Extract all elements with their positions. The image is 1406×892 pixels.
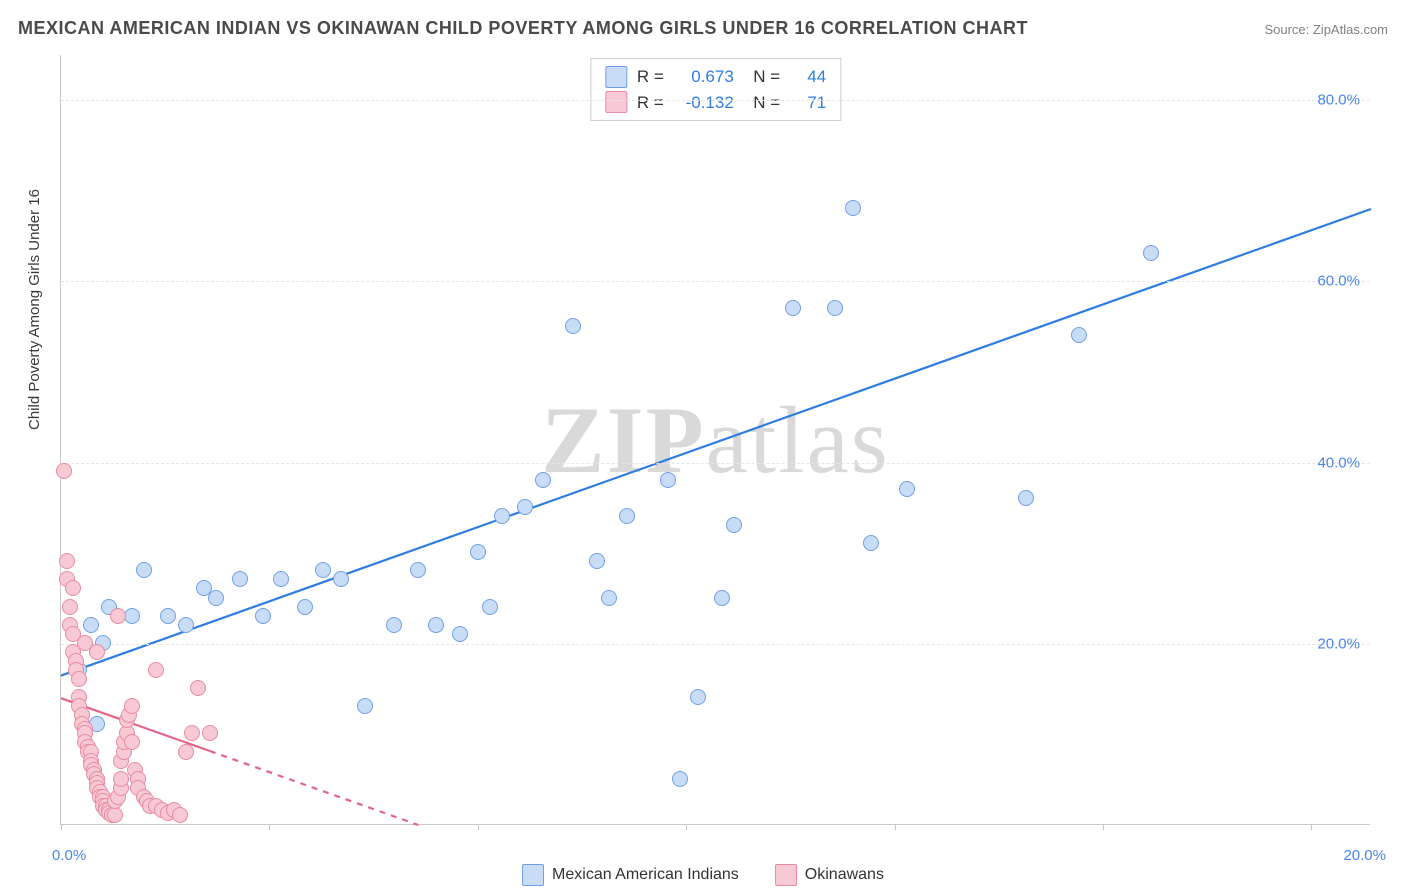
data-point <box>660 472 676 488</box>
data-point <box>178 617 194 633</box>
legend-swatch <box>605 66 627 88</box>
x-tick <box>1311 824 1312 830</box>
data-point <box>357 698 373 714</box>
legend-item: Mexican American Indians <box>522 864 739 886</box>
data-point <box>65 580 81 596</box>
data-point <box>172 807 188 823</box>
stat-n-label: N = <box>744 90 780 116</box>
data-point <box>494 508 510 524</box>
data-point <box>83 617 99 633</box>
data-point <box>452 626 468 642</box>
data-point <box>845 200 861 216</box>
x-tick <box>478 824 479 830</box>
legend-swatch <box>522 864 544 886</box>
data-point <box>124 734 140 750</box>
data-point <box>273 571 289 587</box>
data-point <box>1143 245 1159 261</box>
data-point <box>482 599 498 615</box>
data-point <box>56 463 72 479</box>
data-point <box>184 725 200 741</box>
gridline <box>61 100 1370 101</box>
data-point <box>601 590 617 606</box>
data-point <box>160 608 176 624</box>
stat-n-value: 44 <box>790 64 826 90</box>
data-point <box>113 771 129 787</box>
data-point <box>208 590 224 606</box>
data-point <box>202 725 218 741</box>
legend-item: Okinawans <box>775 864 884 886</box>
data-point <box>827 300 843 316</box>
data-point <box>619 508 635 524</box>
data-point <box>59 553 75 569</box>
y-axis-label: Child Poverty Among Girls Under 16 <box>26 189 43 430</box>
stats-row: R = -0.132 N = 71 <box>605 90 826 116</box>
title-bar: MEXICAN AMERICAN INDIAN VS OKINAWAN CHIL… <box>18 18 1388 39</box>
legend-label: Mexican American Indians <box>552 866 739 884</box>
stats-row: R = 0.673 N = 44 <box>605 64 826 90</box>
data-point <box>714 590 730 606</box>
data-point <box>785 300 801 316</box>
gridline <box>61 463 1370 464</box>
stats-box: R = 0.673 N = 44 R = -0.132 N = 71 <box>590 58 841 121</box>
stat-r-value: 0.673 <box>674 64 734 90</box>
data-point <box>672 771 688 787</box>
data-point <box>899 481 915 497</box>
data-point <box>315 562 331 578</box>
data-point <box>136 562 152 578</box>
stat-r-value: -0.132 <box>674 90 734 116</box>
data-point <box>1018 490 1034 506</box>
data-point <box>517 499 533 515</box>
data-point <box>297 599 313 615</box>
data-point <box>565 318 581 334</box>
data-point <box>1071 327 1087 343</box>
data-point <box>410 562 426 578</box>
data-point <box>124 698 140 714</box>
y-tick-label: 60.0% <box>1317 273 1360 290</box>
series-legend: Mexican American Indians Okinawans <box>522 864 884 886</box>
chart-title: MEXICAN AMERICAN INDIAN VS OKINAWAN CHIL… <box>18 18 1028 39</box>
x-max-label: 20.0% <box>1343 847 1386 864</box>
data-point <box>190 680 206 696</box>
data-point <box>124 608 140 624</box>
x-tick <box>686 824 687 830</box>
data-point <box>255 608 271 624</box>
legend-swatch <box>775 864 797 886</box>
x-min-label: 0.0% <box>52 847 86 864</box>
x-tick <box>1103 824 1104 830</box>
data-point <box>333 571 349 587</box>
data-point <box>726 517 742 533</box>
x-tick <box>269 824 270 830</box>
data-point <box>148 662 164 678</box>
source-label: Source: ZipAtlas.com <box>1264 22 1388 37</box>
regression-lines <box>61 55 1370 824</box>
data-point <box>232 571 248 587</box>
stat-r-label: R = <box>637 90 664 116</box>
legend-label: Okinawans <box>805 866 884 884</box>
y-tick-label: 20.0% <box>1317 635 1360 652</box>
y-tick-label: 40.0% <box>1317 454 1360 471</box>
data-point <box>690 689 706 705</box>
stat-n-value: 71 <box>790 90 826 116</box>
data-point <box>178 744 194 760</box>
gridline <box>61 644 1370 645</box>
data-point <box>863 535 879 551</box>
y-tick-label: 80.0% <box>1317 92 1360 109</box>
stat-r-label: R = <box>637 64 664 90</box>
scatter-plot: ZIPatlas R =0.673 N =44R =-0.132 N =71 2… <box>60 55 1370 825</box>
data-point <box>535 472 551 488</box>
data-point <box>589 553 605 569</box>
x-tick <box>61 824 62 830</box>
data-point <box>428 617 444 633</box>
gridline <box>61 281 1370 282</box>
data-point <box>89 644 105 660</box>
data-point <box>470 544 486 560</box>
legend-swatch <box>605 91 627 113</box>
x-tick <box>895 824 896 830</box>
data-point <box>386 617 402 633</box>
stat-n-label: N = <box>744 64 780 90</box>
data-point <box>62 599 78 615</box>
data-point <box>71 671 87 687</box>
data-point <box>110 608 126 624</box>
